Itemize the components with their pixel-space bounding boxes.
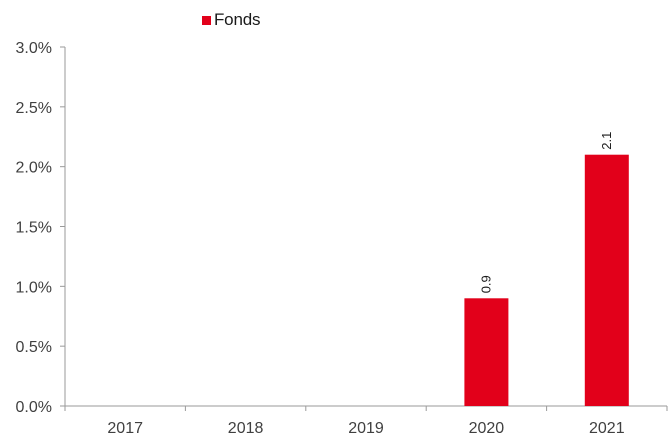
y-tick-label: 2.5%	[16, 100, 52, 117]
y-tick-label: 0.5%	[16, 339, 52, 356]
x-tick-label: 2019	[348, 420, 384, 434]
y-tick-label: 0.0%	[16, 399, 52, 416]
y-tick-label: 3.0%	[16, 40, 52, 57]
data-label: 0.9	[478, 275, 493, 293]
bar	[584, 154, 629, 406]
data-label: 2.1	[599, 132, 614, 150]
legend-swatch-fonds	[202, 15, 211, 25]
x-tick-label: 2017	[107, 420, 143, 434]
y-tick-label: 1.0%	[16, 279, 52, 296]
legend: Fonds	[202, 10, 260, 30]
bar	[464, 298, 509, 406]
legend-label-fonds: Fonds	[214, 10, 261, 29]
y-tick-label: 2.0%	[16, 160, 52, 177]
x-tick-label: 2020	[469, 420, 505, 434]
x-tick-label: 2021	[589, 420, 625, 434]
y-tick-label: 1.5%	[16, 220, 52, 237]
x-tick-label: 2018	[228, 420, 264, 434]
